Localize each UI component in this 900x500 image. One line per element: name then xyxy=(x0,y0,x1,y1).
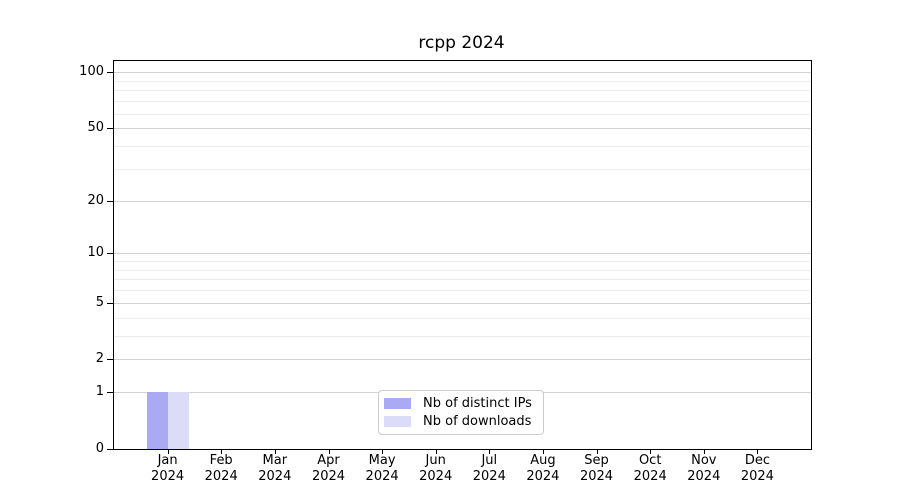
x-tick-label-year: 2024 xyxy=(419,469,453,484)
x-tick xyxy=(167,449,169,454)
y-tick-label: 0 xyxy=(95,441,104,456)
y-gridline-major xyxy=(114,72,811,74)
x-tick-label-year: 2024 xyxy=(472,469,506,484)
y-tick xyxy=(107,253,113,255)
legend-item-distinct-ips: Nb of distinct IPs xyxy=(384,396,537,412)
y-gridline-minor xyxy=(114,335,811,337)
plot-area: 0 1 2 5 10 20 50 100 Jan 2024 Feb 2024 Mar 2024 Apr 202… xyxy=(79,60,812,484)
y-tick-label: 2 xyxy=(95,351,104,367)
x-tick-label: Dec 2024 xyxy=(725,453,789,485)
y-tick xyxy=(107,359,113,361)
x-tick-label: Sep 2024 xyxy=(565,453,629,485)
x-tick-label-month: Apr xyxy=(317,453,340,468)
y-gridline-minor xyxy=(114,261,811,263)
y-gridline-major xyxy=(114,359,811,361)
y-gridline-minor xyxy=(114,145,811,147)
legend-swatch-downloads xyxy=(384,416,411,427)
y-tick xyxy=(107,128,113,130)
bar-series-0 xyxy=(146,392,168,449)
x-tick-label-month: Jul xyxy=(481,453,498,468)
x-tick-label-month: Oct xyxy=(638,453,662,468)
y-gridline-major xyxy=(114,128,811,130)
x-tick-label-month: Dec xyxy=(744,453,770,468)
legend-label-downloads: Nb of downloads xyxy=(423,413,532,429)
y-tick-label: 20 xyxy=(87,192,104,208)
bar-series-1 xyxy=(167,392,189,449)
x-tick-label: Jul 2024 xyxy=(457,453,521,485)
x-tick-label-year: 2024 xyxy=(258,469,292,484)
x-tick xyxy=(274,449,276,454)
y-tick xyxy=(107,302,113,304)
x-tick-label-month: Jun xyxy=(425,453,446,468)
x-tick-label-month: Sep xyxy=(584,453,609,468)
y-tick xyxy=(107,72,113,74)
x-tick-label: Jun 2024 xyxy=(404,453,468,485)
x-tick xyxy=(435,449,437,454)
x-tick-label-year: 2024 xyxy=(526,469,560,484)
x-tick xyxy=(703,449,705,454)
y-tick xyxy=(107,392,113,394)
y-tick-label: 10 xyxy=(87,245,104,261)
y-tick xyxy=(107,449,113,450)
x-tick-label-month: Jan xyxy=(157,453,178,468)
y-gridline-minor xyxy=(114,269,811,271)
x-tick-label: Apr 2024 xyxy=(297,453,361,485)
chart-title: rcpp 2024 xyxy=(418,33,505,53)
y-gridline-major xyxy=(114,200,811,202)
x-tick-label-month: May xyxy=(368,453,396,468)
x-tick xyxy=(221,449,223,454)
x-tick-label: Nov 2024 xyxy=(672,453,736,485)
y-tick-label: 50 xyxy=(87,120,104,136)
y-tick xyxy=(107,200,113,202)
legend-label-distinct-ips: Nb of distinct IPs xyxy=(423,395,532,411)
x-tick-label-year: 2024 xyxy=(579,469,614,484)
legend-swatch-distinct-ips xyxy=(384,398,411,409)
x-tick xyxy=(382,449,384,454)
x-tick-label: Mar 2024 xyxy=(243,453,307,485)
x-tick-label: Jan 2024 xyxy=(136,453,200,485)
x-tick-label-month: Feb xyxy=(209,453,233,468)
x-tick-label-year: 2024 xyxy=(204,469,238,484)
x-tick-label-month: Mar xyxy=(262,453,288,468)
x-tick-label: May 2024 xyxy=(350,453,414,485)
y-tick-label: 5 xyxy=(95,294,104,310)
x-tick-label: Aug 2024 xyxy=(511,453,575,485)
y-gridline-minor xyxy=(114,168,811,170)
x-tick-label-month: Nov xyxy=(691,453,717,468)
y-gridline-major xyxy=(114,302,811,304)
x-tick xyxy=(489,449,491,454)
x-tick-label-year: 2024 xyxy=(311,469,346,484)
y-gridline-minor xyxy=(114,90,811,92)
x-tick-label-month: Aug xyxy=(530,453,556,468)
x-tick-label-year: 2024 xyxy=(687,469,721,484)
y-tick-label: 1 xyxy=(95,384,104,400)
y-gridline-minor xyxy=(114,279,811,281)
x-tick xyxy=(596,449,598,454)
legend: Nb of distinct IPs Nb of downloads xyxy=(378,390,544,435)
x-tick xyxy=(542,449,544,454)
x-tick-label-year: 2024 xyxy=(151,469,185,484)
y-gridline-minor xyxy=(114,113,811,115)
x-tick xyxy=(650,449,652,454)
x-tick-label: Feb 2024 xyxy=(189,453,253,485)
y-tick-label: 100 xyxy=(79,64,104,80)
x-tick-label: Oct 2024 xyxy=(618,453,682,485)
x-tick-label-year: 2024 xyxy=(740,469,774,484)
x-tick xyxy=(757,449,759,454)
x-tick-label-year: 2024 xyxy=(633,469,667,484)
y-gridline-minor xyxy=(114,290,811,292)
x-tick-label-year: 2024 xyxy=(365,469,399,484)
legend-item-downloads: Nb of downloads xyxy=(384,414,537,430)
y-gridline-minor xyxy=(114,101,811,103)
y-gridline-minor xyxy=(114,80,811,82)
y-gridline-minor xyxy=(114,317,811,319)
y-gridline-major xyxy=(114,253,811,255)
x-tick xyxy=(328,449,330,454)
